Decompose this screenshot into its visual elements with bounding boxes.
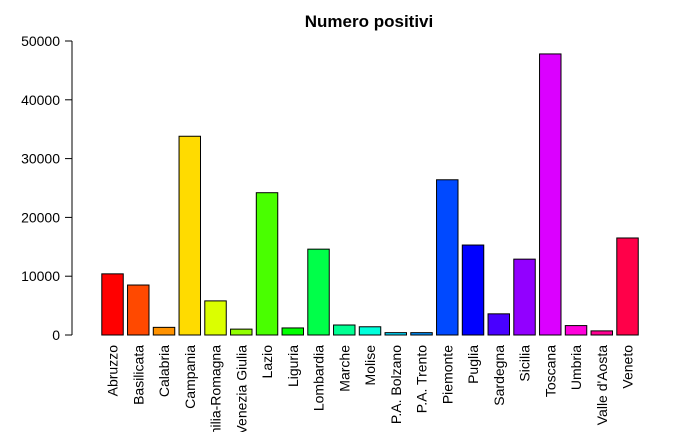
- y-tick-label: 20000: [21, 209, 60, 225]
- x-tick-label: Sicilia: [517, 345, 533, 382]
- x-tick-label: Liguria: [285, 345, 301, 387]
- x-tick-label: Basilicata: [130, 345, 146, 405]
- x-tick-label: Friuli Venezia Giulia: [233, 345, 249, 432]
- x-tick-label: Veneto: [620, 345, 636, 389]
- x-tick-label: Piemonte: [439, 345, 455, 404]
- x-tick-label: Marche: [336, 345, 352, 392]
- bar: [178, 135, 202, 336]
- bar: [281, 327, 305, 336]
- x-tick-label: P.A. Trento: [414, 345, 430, 413]
- x-tick-label: Calabria: [156, 345, 172, 397]
- bar: [564, 325, 588, 336]
- y-tick-label: 0: [52, 327, 60, 343]
- y-tick-label: 40000: [21, 92, 60, 108]
- y-tick-label: 50000: [21, 33, 60, 49]
- plot-area: 0 10000 20000 30000 40000 50000 Abruzzo Basilic…: [21, 33, 639, 432]
- x-tick-label: Campania: [182, 345, 198, 409]
- x-tick-label: Valle d'Aosta: [594, 345, 610, 425]
- x-tick-label: Puglia: [465, 345, 481, 384]
- bar: [590, 330, 614, 336]
- bar: [152, 326, 176, 336]
- x-tick-label: Lombardia: [311, 345, 327, 411]
- y-tick-label: 30000: [21, 151, 60, 167]
- bar: [307, 248, 330, 336]
- chart-title: Numero positivi: [305, 12, 433, 31]
- bar: [204, 300, 227, 336]
- bar: [487, 313, 511, 336]
- x-tick-label: Umbria: [568, 345, 584, 390]
- x-tick-label: P.A. Bolzano: [388, 345, 404, 424]
- bar: [255, 192, 279, 336]
- bar: [513, 258, 536, 336]
- bar: [333, 324, 356, 336]
- bar: [436, 179, 459, 336]
- bar: [101, 273, 124, 336]
- bar: [461, 244, 485, 336]
- bar: [539, 53, 562, 336]
- x-tick-label: Toscana: [542, 345, 558, 397]
- x-tick-label: Abruzzo: [105, 345, 121, 397]
- bar: [127, 284, 150, 336]
- x-tick-label: Lazio: [259, 345, 275, 379]
- y-tick-label: 10000: [21, 268, 60, 284]
- x-tick-label: Molise: [362, 345, 378, 386]
- x-tick-label: Sardegna: [491, 345, 507, 406]
- bar: [358, 326, 382, 336]
- bar: [384, 332, 408, 336]
- x-tick-label: Emilia-Romagna: [208, 345, 224, 432]
- bar: [410, 332, 433, 336]
- bar: [230, 328, 253, 336]
- bar: [616, 237, 639, 336]
